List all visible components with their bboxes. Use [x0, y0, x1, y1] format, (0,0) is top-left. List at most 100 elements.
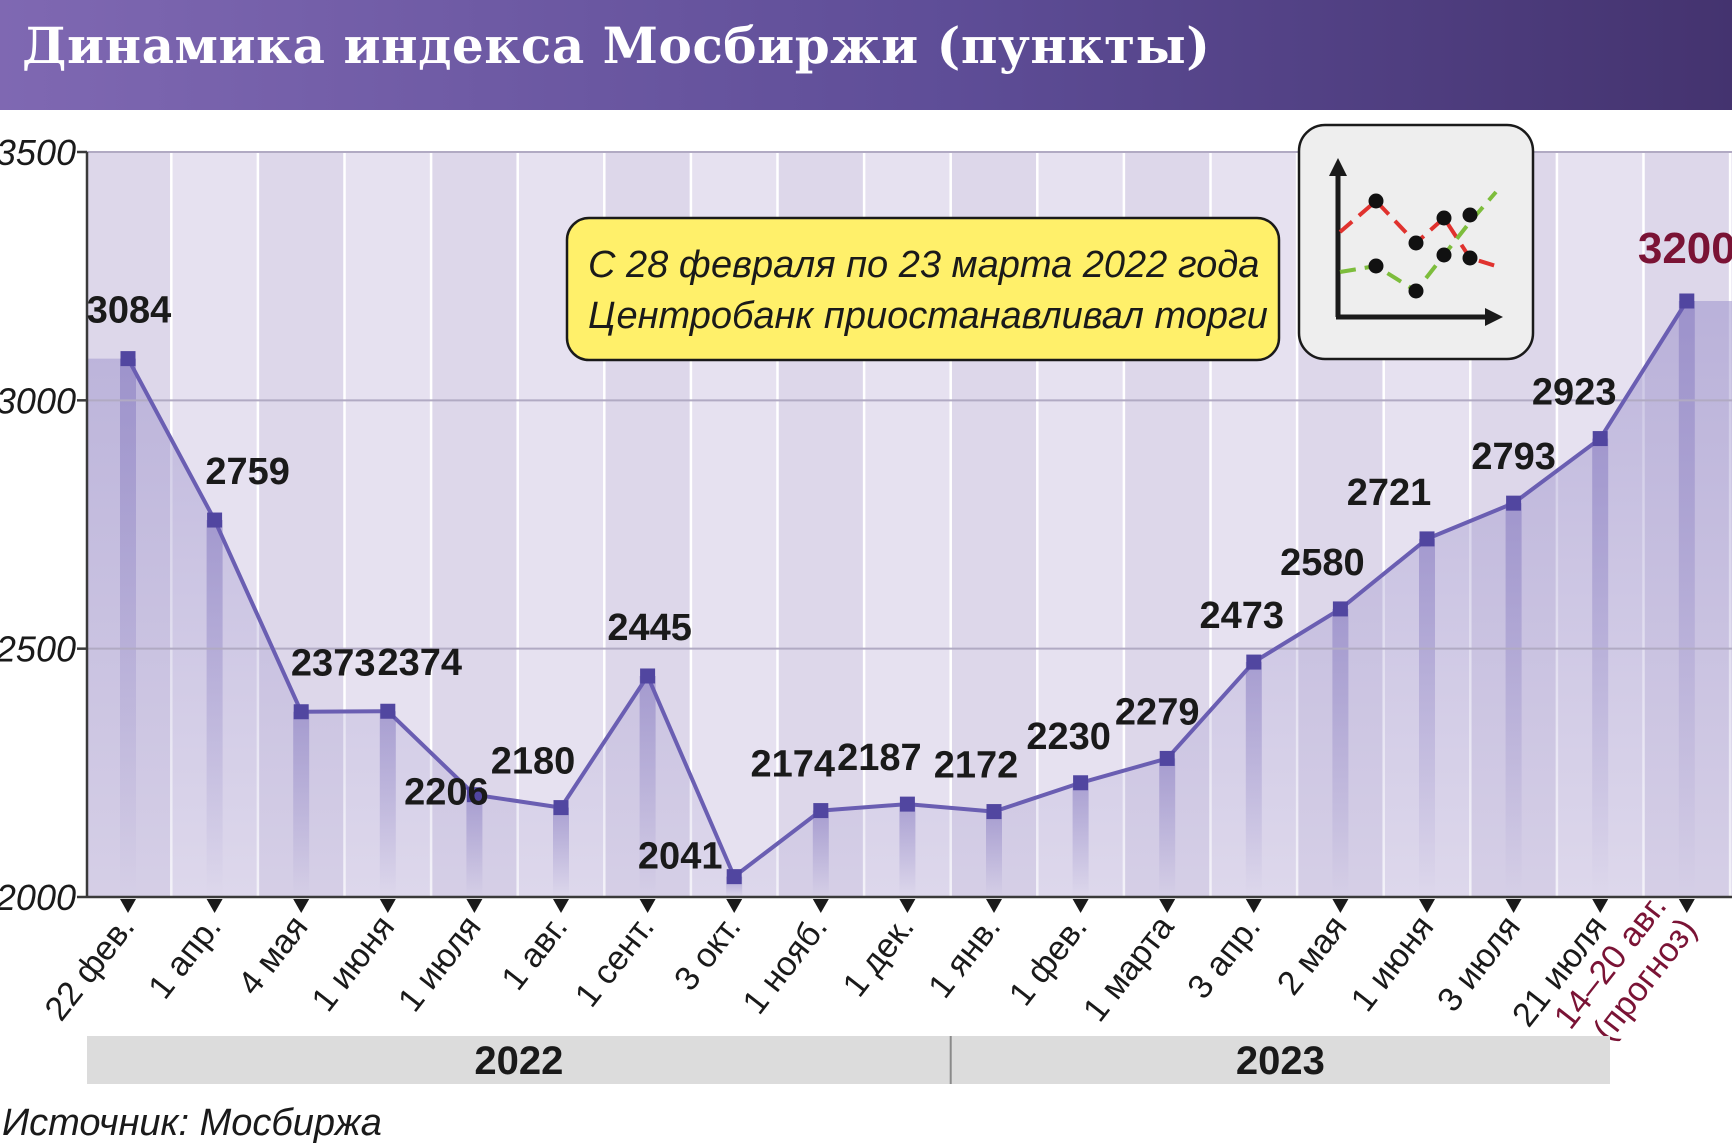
data-label: 2580 — [1280, 542, 1365, 584]
data-label: 3084 — [87, 290, 172, 332]
x-tick-label: 4 мая — [231, 909, 316, 1003]
data-label: 2374 — [378, 642, 463, 684]
x-tick-label: 1 марта — [1076, 908, 1182, 1028]
data-point — [813, 803, 829, 819]
x-tick-marker — [1419, 899, 1435, 913]
data-point — [1592, 431, 1608, 447]
x-tick-marker — [812, 899, 829, 913]
value-column — [899, 804, 916, 897]
data-point — [1332, 601, 1348, 617]
axes — [77, 150, 1732, 913]
x-tick-marker — [899, 899, 916, 913]
x-tick-label: 1 апр. — [141, 909, 229, 1006]
x-tick-marker — [639, 899, 656, 913]
value-column — [1505, 503, 1522, 897]
value-column — [1419, 538, 1435, 897]
y-tick-label: 2000 — [0, 877, 76, 918]
x-tick-marker — [986, 899, 1002, 913]
data-markers — [120, 293, 1695, 885]
data-point — [1679, 293, 1695, 309]
y-tick-label: 2500 — [0, 629, 76, 670]
value-column — [1072, 782, 1089, 897]
data-label: 2180 — [491, 741, 576, 783]
data-point — [726, 869, 742, 885]
value-column — [1245, 662, 1262, 897]
line-chart-icon — [1297, 123, 1535, 361]
data-label: 2923 — [1532, 372, 1617, 414]
x-tick-marker — [726, 899, 743, 913]
data-label: 2172 — [934, 745, 1019, 787]
data-label: 2373 — [291, 643, 376, 685]
x-tick-marker — [466, 899, 483, 913]
source-note: Источник: Мосбиржа — [2, 1102, 382, 1144]
y-tick-labels: 2000 2500 3000 3500 — [0, 132, 76, 918]
data-point — [380, 703, 396, 719]
x-tick-marker — [120, 899, 136, 913]
data-point — [293, 704, 309, 720]
x-tick-marker — [1072, 899, 1089, 913]
year-bar: 2022 2023 — [87, 1036, 1610, 1084]
data-label: 2793 — [1471, 436, 1556, 478]
x-tick-marker — [1592, 899, 1609, 913]
value-column — [206, 520, 223, 897]
data-label: 2187 — [837, 737, 922, 779]
value-column — [466, 794, 483, 897]
data-point — [640, 668, 656, 684]
x-tick-marker — [293, 899, 310, 913]
data-label: 2206 — [404, 772, 489, 814]
data-point — [466, 787, 482, 803]
data-label: 2759 — [205, 451, 290, 493]
data-label: 2174 — [751, 744, 836, 786]
value-column — [812, 810, 829, 897]
data-point — [1246, 654, 1262, 670]
note-line-1: С 28 февраля по 23 марта 2022 года — [588, 244, 1259, 286]
x-tick-label: 1 июля — [391, 909, 489, 1019]
year-label: 2022 — [474, 1039, 563, 1083]
year-bar-bg — [87, 1036, 1610, 1084]
title-bar: Динамика индекса Мосбиржи (пункты) — [0, 0, 1732, 110]
data-point — [1073, 775, 1089, 791]
data-point — [553, 800, 569, 816]
x-tick-label: 1 июня — [304, 909, 402, 1019]
data-label: 2279 — [1115, 691, 1200, 733]
x-tick-label: 3 апр. — [1180, 909, 1268, 1006]
data-point — [207, 512, 223, 528]
value-column — [553, 807, 569, 897]
x-tick-label: 2 мая — [1270, 909, 1355, 1003]
note-box: С 28 февраля по 23 марта 2022 года Центр… — [565, 216, 1281, 362]
year-label: 2023 — [1236, 1039, 1325, 1083]
x-tick-marker — [553, 899, 569, 913]
x-tick-label: 1 сент. — [568, 909, 662, 1015]
data-point — [1419, 531, 1435, 547]
data-point — [986, 804, 1002, 820]
page-title: Динамика индекса Мосбиржи (пункты) — [22, 16, 1211, 75]
x-tick-label: 22 фев. — [37, 909, 142, 1028]
data-label: 2445 — [607, 607, 692, 649]
x-tick-marker — [1159, 899, 1176, 913]
value-column — [1159, 758, 1176, 897]
data-point — [120, 351, 136, 367]
x-tick-label: 1 янв. — [921, 909, 1008, 1006]
value-column — [379, 711, 396, 897]
x-tick-label: 1 дек. — [835, 909, 921, 1004]
value-column — [1332, 608, 1349, 897]
value-column — [1678, 301, 1695, 897]
y-tick-label: 3500 — [0, 132, 76, 173]
data-label: 3200 — [1638, 224, 1732, 273]
data-point — [1506, 495, 1522, 511]
value-column — [1592, 438, 1609, 897]
data-label: 2230 — [1026, 716, 1111, 758]
x-tick-label: 1 авг. — [494, 909, 575, 998]
x-tick-label: 3 окт. — [667, 909, 749, 998]
data-label: 2721 — [1347, 472, 1432, 514]
data-label: 2473 — [1200, 595, 1285, 637]
x-tick-marker — [206, 899, 223, 913]
value-column — [986, 811, 1002, 897]
value-columns — [120, 301, 1695, 897]
x-tick-label: 1 нояб. — [735, 909, 835, 1022]
x-tick-label: 1 фев. — [1002, 909, 1095, 1013]
note-box-bg — [565, 216, 1281, 362]
